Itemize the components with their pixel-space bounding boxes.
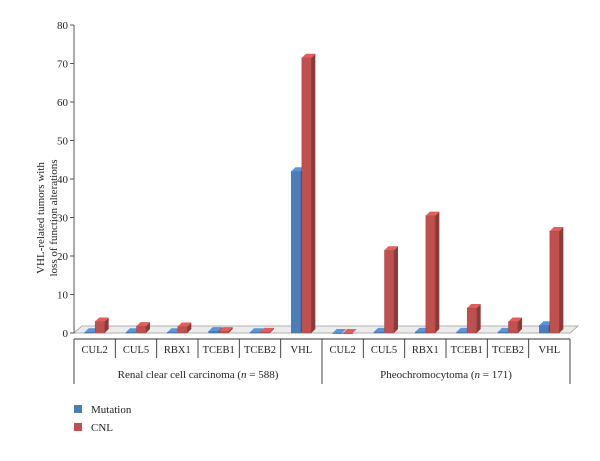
bar-cnl-1-rbx1 <box>177 322 192 334</box>
group-label: Pheochromocytoma (n = 171) <box>380 369 512 381</box>
chart-floor-plane <box>72 325 580 334</box>
y-tick-label: 40 <box>57 174 69 186</box>
x-tick-label: RBX1 <box>164 345 191 356</box>
x-axis: CUL2 CUL5 RBX1 TCEB1 TCEB2 VHL CUL2 CUL5 RBX1 TCE… <box>73 338 571 384</box>
x-tick-label: CUL5 <box>123 345 149 356</box>
bar-cnl-1-cul2 <box>94 317 109 334</box>
group-label-prefix: Renal clear cell carcinoma ( <box>118 369 242 381</box>
y-axis-label-line-1: VHL-related tumors with <box>35 162 47 274</box>
group-label-suffix: = 171) <box>480 369 512 381</box>
group-label-n: n <box>241 369 247 381</box>
bar-cnl-2-cul5 <box>384 246 398 334</box>
x-tick-label: TCEB2 <box>492 345 524 356</box>
bar-cnl-2-tceb2 <box>508 317 522 334</box>
y-tick-label: 70 <box>57 59 69 71</box>
y-tick-label: 0 <box>63 328 69 340</box>
x-tick-label: TCEB1 <box>203 345 235 356</box>
bar-cnl-2-vhl <box>549 226 564 334</box>
group-label-n: n <box>475 369 481 381</box>
y-tick-label: 30 <box>57 213 69 225</box>
bar-cnl-2-rbx1 <box>425 211 440 334</box>
x-tick-label: TCEB1 <box>451 345 483 356</box>
x-tick-label: CUL2 <box>330 345 356 356</box>
group-label-suffix: = 588) <box>247 369 279 381</box>
x-tick-label: TCEB2 <box>244 345 276 356</box>
y-axis: 0 10 20 30 40 50 60 70 80 <box>57 20 75 340</box>
x-tick-label: VHL <box>539 345 561 356</box>
group-label-prefix: Pheochromocytoma ( <box>380 369 475 381</box>
bar-cnl-2-tceb1 <box>466 303 481 334</box>
bar-cnl-1-vhl <box>301 53 316 334</box>
bars <box>84 53 564 334</box>
bar-mutation-2-cul2 <box>332 329 347 334</box>
bar-cnl-1-tceb2 <box>260 327 274 334</box>
legend-swatch <box>74 405 82 413</box>
chart-floor <box>72 325 580 334</box>
x-tick-label: RBX1 <box>412 345 439 356</box>
y-tick-label: 80 <box>57 20 69 32</box>
legend-label: CNL <box>91 422 113 434</box>
bar-cnl-1-tceb1 <box>218 327 233 334</box>
y-tick-label: 10 <box>57 290 69 302</box>
legend-item-mutation: Mutation <box>74 404 132 416</box>
legend-swatch <box>74 423 82 431</box>
x-tick-label: CUL5 <box>371 345 397 356</box>
legend-item-cnl: CNL <box>74 422 113 434</box>
x-tick-label: VHL <box>291 345 313 356</box>
y-tick-label: 20 <box>57 251 69 263</box>
legend-label: Mutation <box>91 404 132 416</box>
legend: Mutation CNL <box>74 404 132 434</box>
x-tick-label: CUL2 <box>82 345 108 356</box>
bar-cnl-2-cul2 <box>342 329 357 334</box>
y-axis-label-line-2: loss of function alterations <box>48 159 60 276</box>
group-label: Renal clear cell carcinoma (n = 588) <box>118 369 279 381</box>
y-tick-label: 50 <box>57 136 69 148</box>
y-tick-label: 60 <box>57 97 69 109</box>
bar-cnl-1-cul5 <box>136 322 150 334</box>
